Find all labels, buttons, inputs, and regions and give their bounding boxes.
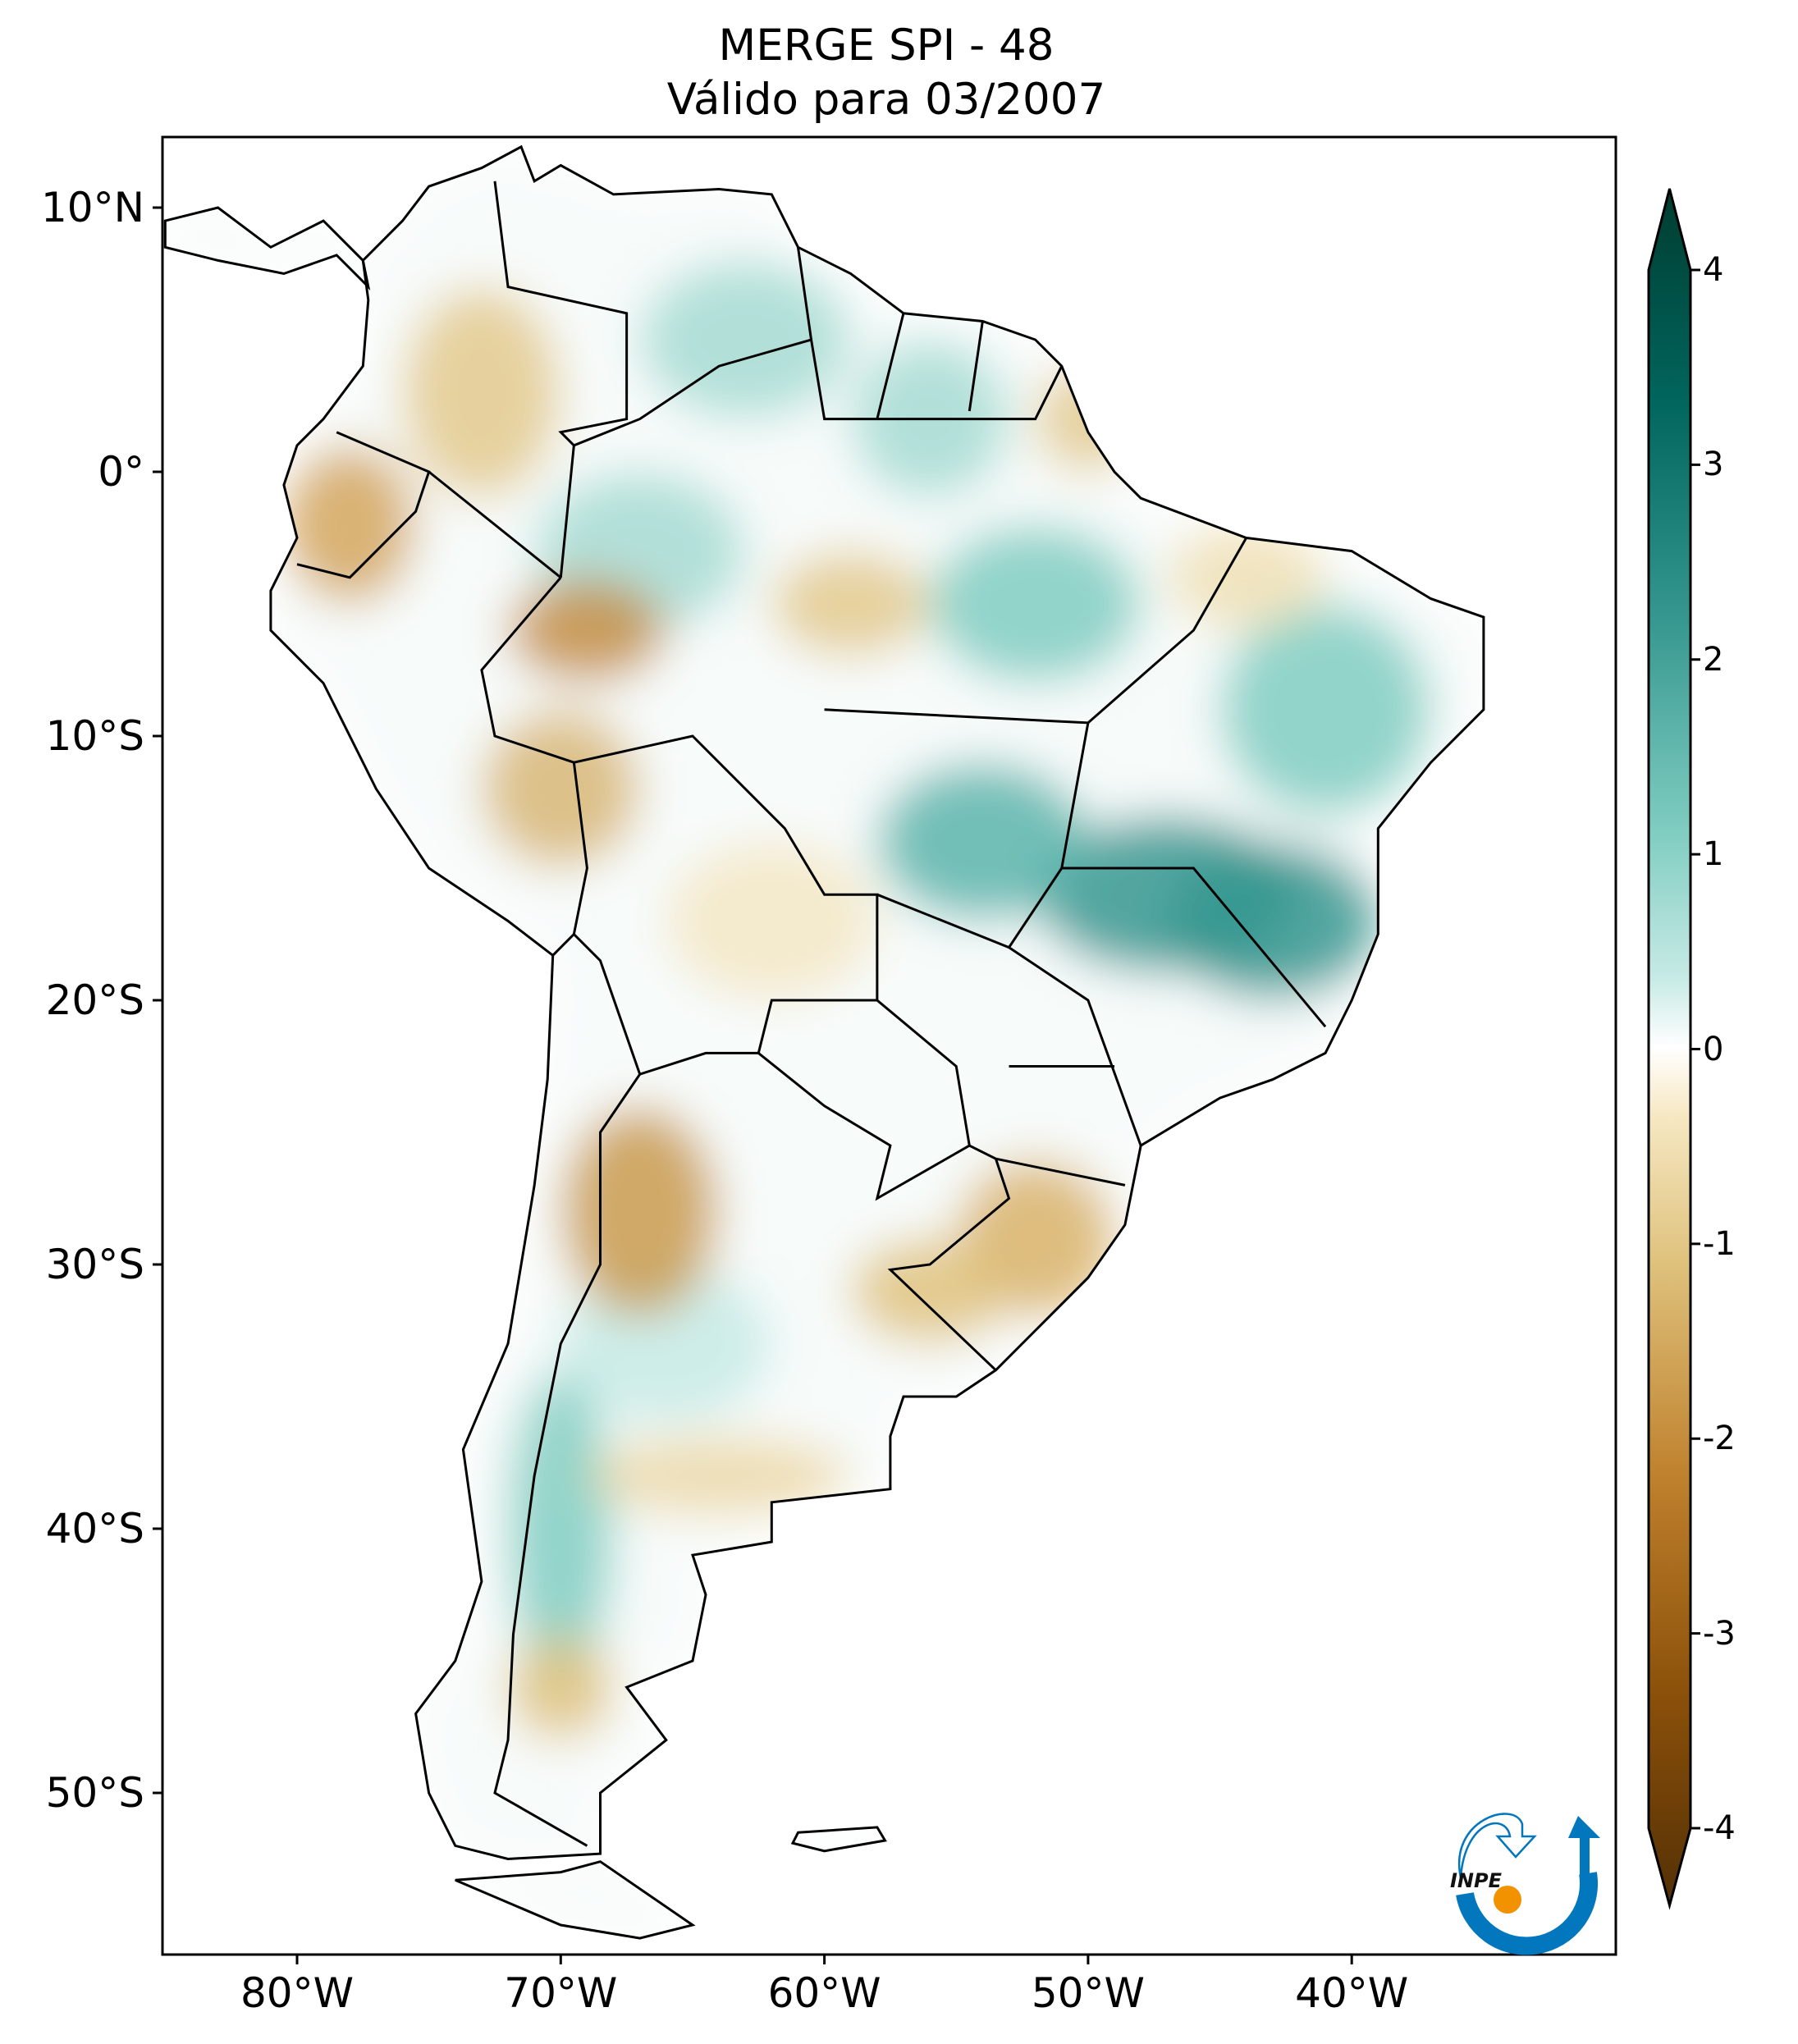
lat-tick-label: 30°S bbox=[45, 1241, 144, 1288]
lat-tick-label: 0° bbox=[98, 448, 144, 496]
lat-tick-label: 10°N bbox=[40, 184, 144, 231]
colorbar bbox=[1647, 188, 1692, 1910]
map-title: MERGE SPI - 48 bbox=[718, 21, 1055, 71]
logo-text: INPE bbox=[1450, 1869, 1503, 1892]
border-line bbox=[480, 576, 1011, 1371]
border-line bbox=[757, 1052, 971, 1201]
border-line bbox=[995, 1157, 1126, 1187]
border-line bbox=[968, 321, 984, 412]
border-line bbox=[876, 313, 905, 419]
border-line bbox=[551, 933, 575, 957]
coastline bbox=[790, 1826, 887, 1853]
lon-tick-label: 50°W bbox=[1031, 1969, 1145, 2017]
colorbar-tick-label: -2 bbox=[1703, 1420, 1736, 1458]
border-line bbox=[493, 1073, 641, 1847]
colorbar-tick-label: -4 bbox=[1703, 1809, 1736, 1847]
border-line bbox=[493, 181, 629, 446]
lat-tick-label: 10°S bbox=[45, 712, 144, 760]
coastline bbox=[455, 1860, 696, 1940]
lon-tick-label: 80°W bbox=[240, 1969, 355, 2017]
border-line bbox=[796, 247, 813, 341]
inpe-logo: INPE bbox=[1450, 1813, 1600, 1955]
colorbar-tick-label: 3 bbox=[1703, 446, 1724, 484]
coastline bbox=[163, 206, 371, 291]
lon-tick-label: 70°W bbox=[504, 1969, 618, 2017]
border-line bbox=[296, 431, 431, 579]
lon-tick-label: 40°W bbox=[1295, 1969, 1409, 2017]
border-line bbox=[1008, 946, 1142, 1146]
colorbar-tick-label: 2 bbox=[1703, 640, 1724, 679]
colorbar-tick-label: 4 bbox=[1703, 251, 1724, 289]
coastline bbox=[269, 144, 1485, 1861]
lat-tick-label: 50°S bbox=[45, 1769, 144, 1817]
lat-tick-label: 40°S bbox=[45, 1505, 144, 1552]
border-line bbox=[428, 470, 562, 578]
colorbar-tick-label: 0 bbox=[1703, 1030, 1724, 1068]
border-line bbox=[824, 537, 1247, 725]
colorbar-tick-label: -3 bbox=[1703, 1614, 1736, 1653]
colorbar-tick-label: -1 bbox=[1703, 1224, 1736, 1263]
map-frame bbox=[161, 135, 1617, 1956]
lon-tick-label: 60°W bbox=[767, 1969, 881, 2017]
map-subtitle: Válido para 03/2007 bbox=[666, 75, 1106, 125]
border-line bbox=[876, 722, 1090, 949]
colorbar-tick-label: 1 bbox=[1703, 835, 1724, 874]
border-line bbox=[1061, 867, 1327, 1028]
lat-tick-label: 20°S bbox=[45, 976, 144, 1024]
